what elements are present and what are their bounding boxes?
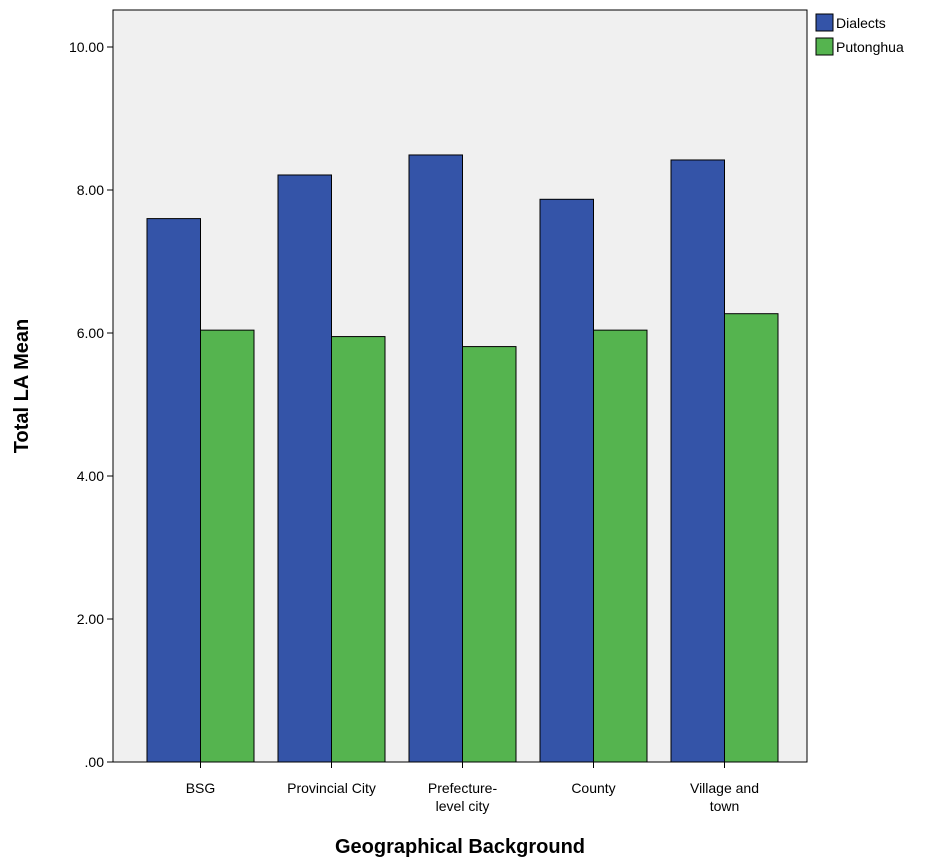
x-tick-label: Provincial City [287,780,376,796]
legend-label-putonghua: Putonghua [836,39,904,55]
x-tick-label: Prefecture-level city [428,780,498,814]
y-tick-label: 4.00 [77,468,104,484]
x-tick-label-line: Provincial City [287,780,376,796]
legend-swatch-putonghua [815,37,834,56]
y-tick-label: .00 [85,754,105,770]
legend-swatch-dialects [815,13,834,32]
bar-putonghua-0 [200,329,255,763]
bar-putonghua-1 [331,336,386,763]
x-tick-label-line: Village and [690,780,759,796]
x-tick-label: BSG [186,780,216,796]
x-tick-label-line: level city [436,798,490,814]
x-tick-label: Village and town [690,780,759,814]
x-tick-label-line: Prefecture- [428,780,498,796]
bar-dialects-0 [146,218,201,763]
x-tick-label-line: town [710,798,740,814]
x-tick-label-line: BSG [186,780,216,796]
bars [146,154,779,763]
x-tick-label: County [571,780,615,796]
y-tick-label: 6.00 [77,325,104,341]
y-tick-label: 2.00 [77,611,104,627]
x-axis: BSG Provincial City Prefecture-level city C… [186,762,759,814]
x-tick-label-line: County [571,780,615,796]
bar-putonghua-4 [724,313,779,763]
y-tick-label: 8.00 [77,182,104,198]
bar-putonghua-3 [593,329,648,763]
bar-dialects-3 [539,198,594,763]
legend-label-dialects: Dialects [836,15,886,31]
bar-dialects-2 [408,154,463,763]
legend: Dialects Putonghua [815,13,904,56]
y-tick-label: 10.00 [69,39,104,55]
y-axis: .00 2.00 4.00 6.00 8.00 10.00 [69,39,113,770]
x-axis-title: Geographical Background [335,836,585,858]
y-axis-title: Total LA Mean [11,319,33,453]
bar-putonghua-2 [462,346,517,763]
bar-dialects-4 [670,159,725,763]
bar-dialects-1 [277,174,332,763]
